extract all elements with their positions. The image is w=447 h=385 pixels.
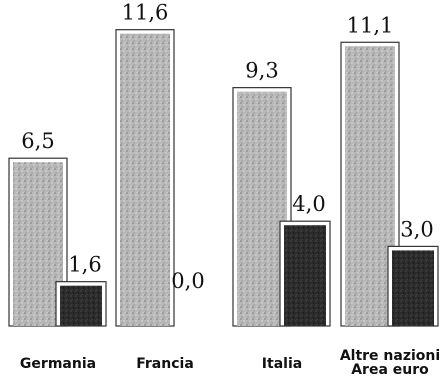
category-label-1: Francia [136,356,194,372]
category-label-0: Germania [20,356,96,372]
value-label-light-3: 11,1 [347,13,394,37]
value-label-dark-2: 4,0 [292,192,325,216]
bar-dark-3 [392,250,434,326]
value-label-light-1: 11,6 [122,1,169,25]
category-label-3-line-1: Area euro [351,362,429,378]
bar-light-3 [345,46,395,326]
value-label-dark-3: 3,0 [400,217,433,241]
value-label-light-0: 6,5 [21,129,54,153]
value-label-dark-1: 0,0 [171,269,204,293]
bar-light-2 [237,91,287,326]
category-label-3-line-0: Altre nazioni [340,348,440,364]
labels-layer: 6,5 11,6 9,3 11,1 1,6 0,0 4,0 3,0 Germania Franci… [20,1,440,378]
bar-light-1 [120,33,170,327]
bar-dark-0 [60,285,102,326]
value-label-light-2: 9,3 [245,59,278,83]
value-label-dark-0: 1,6 [68,253,101,277]
bar-dark-2 [284,225,326,326]
bars-layer [8,29,439,327]
category-label-2: Italia [262,356,302,372]
bar-light-0 [13,162,63,326]
